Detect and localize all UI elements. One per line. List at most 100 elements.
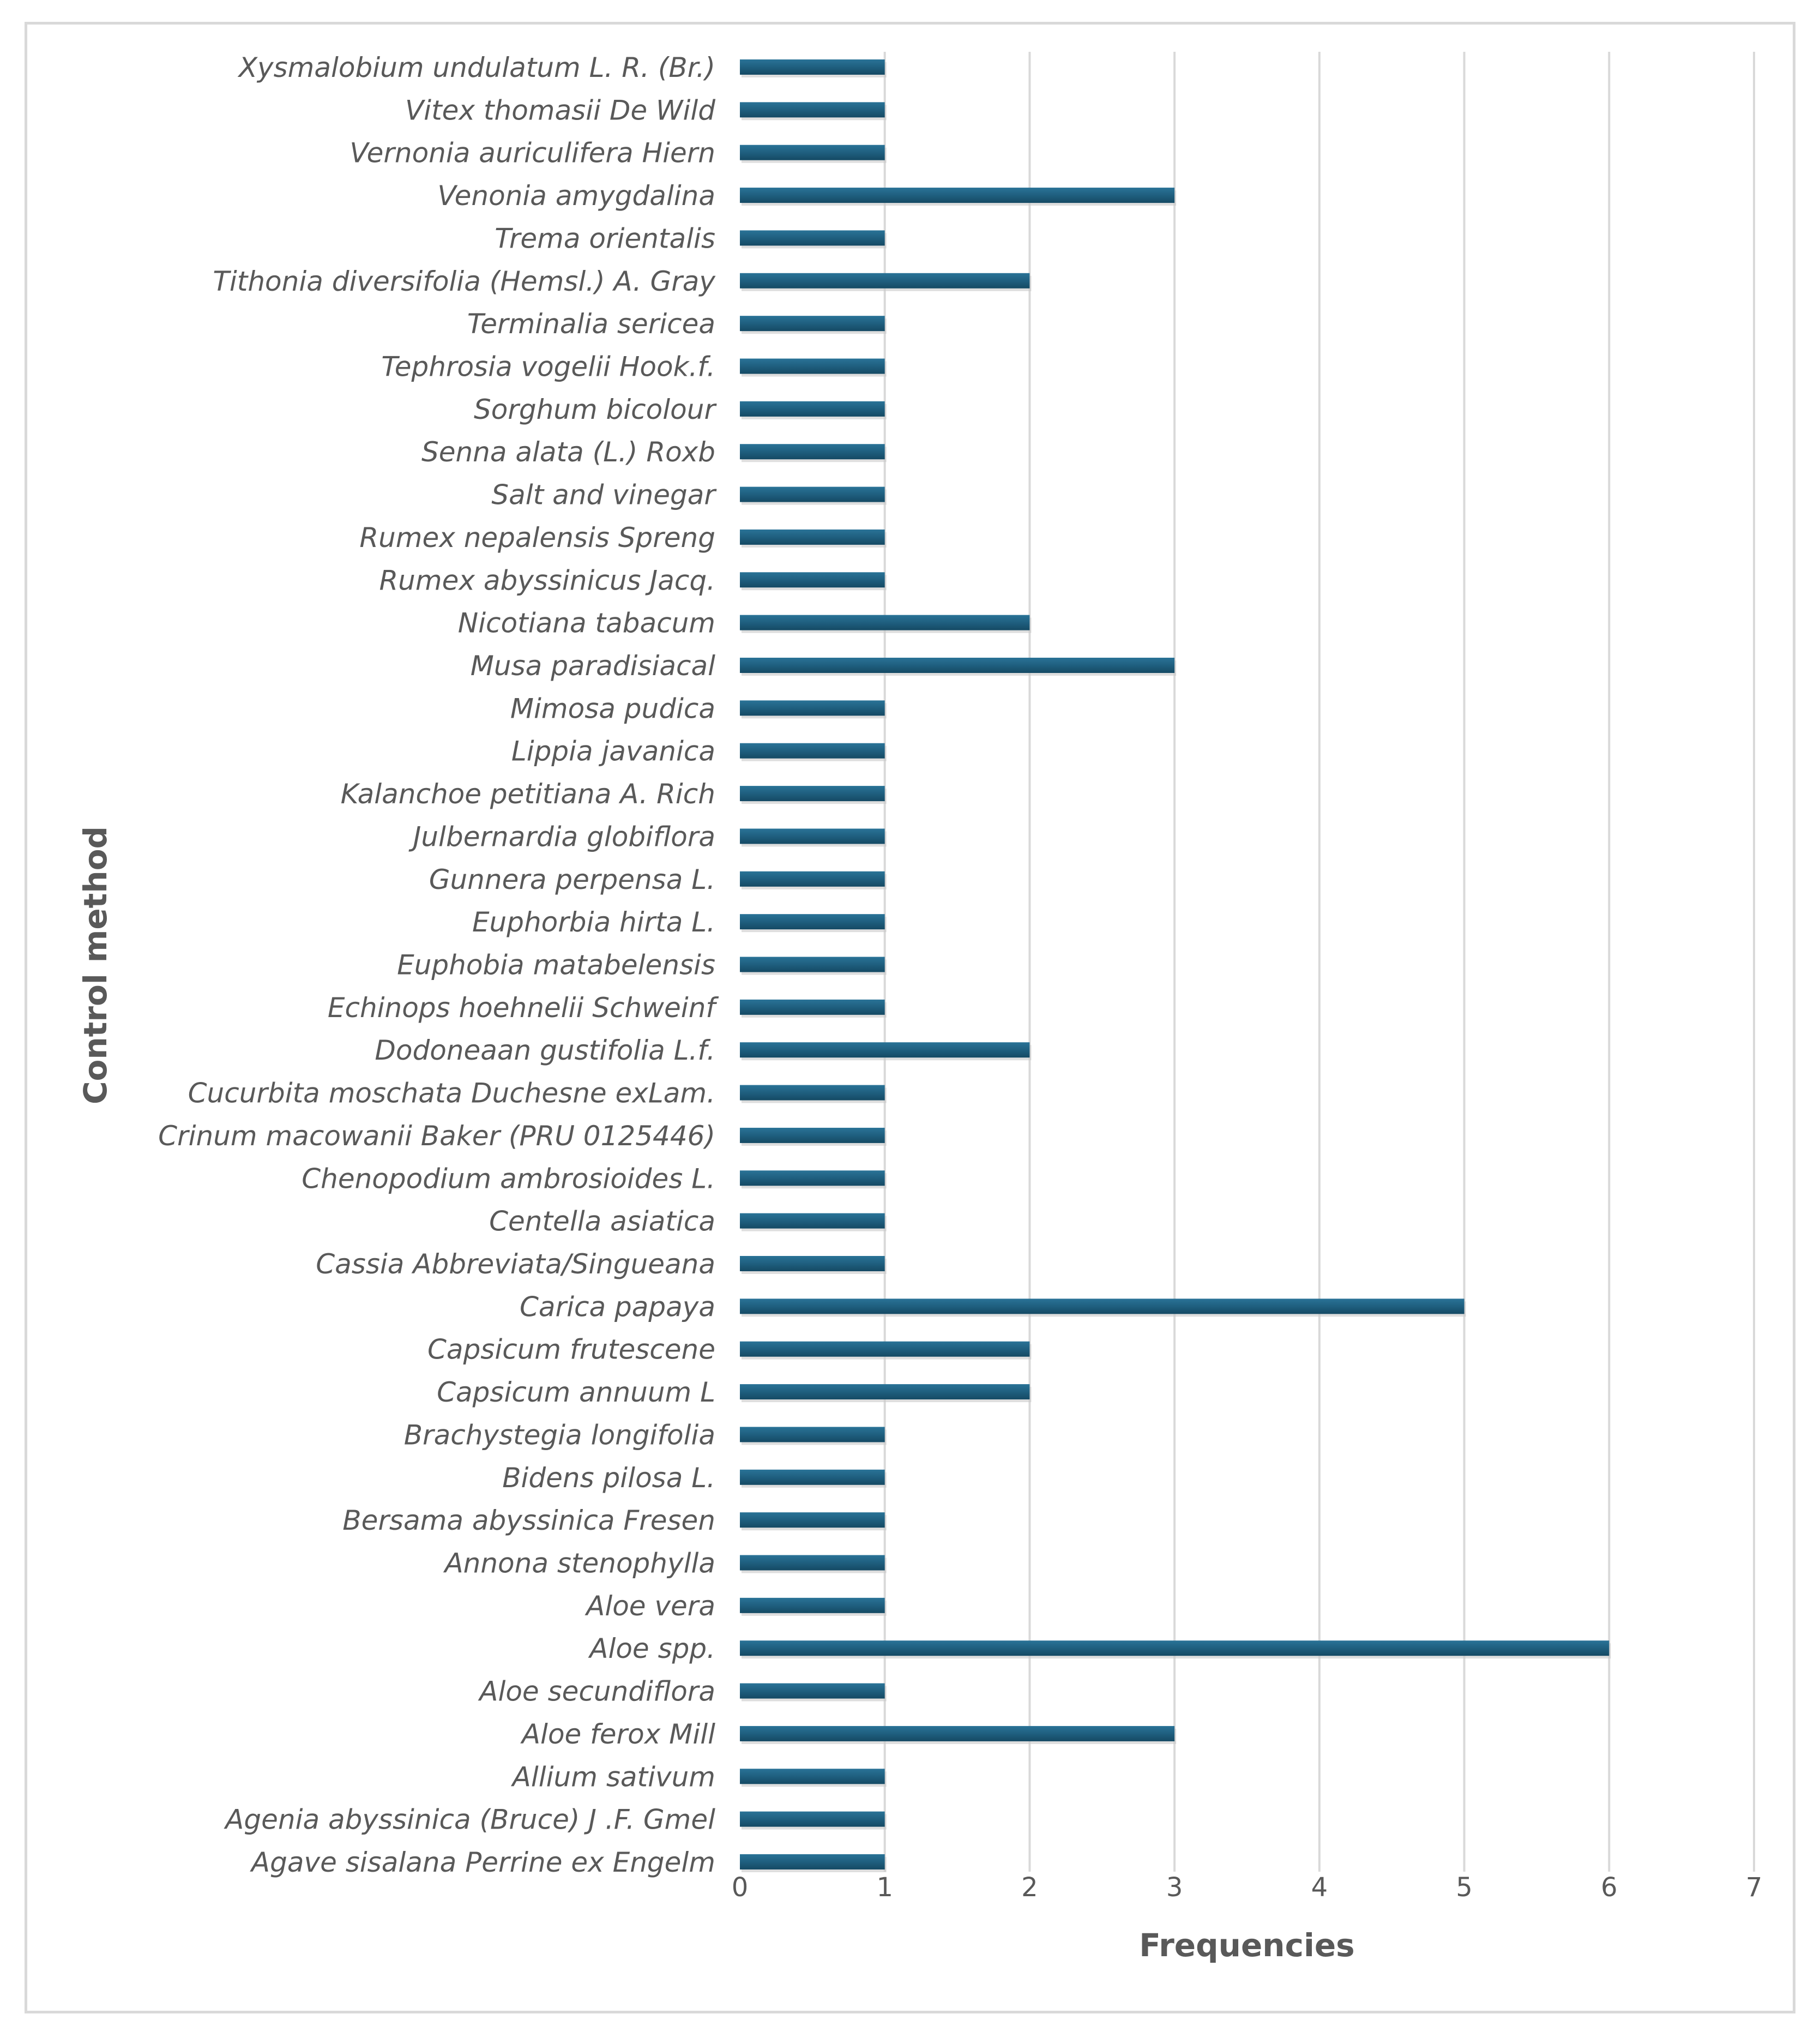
x-tick-label: 7 xyxy=(1746,1872,1763,1903)
x-axis-title: Frequencies xyxy=(1139,1927,1354,1964)
category-label: Tephrosia vogelii Hook.f. xyxy=(381,351,715,383)
bar xyxy=(740,743,885,759)
bar xyxy=(740,871,885,887)
category-label: Capsicum annuum L xyxy=(437,1376,715,1408)
category-label: Nicotiana tabacum xyxy=(458,608,715,639)
x-tick-label: 1 xyxy=(876,1872,893,1903)
bar xyxy=(740,957,885,972)
category-label: Aloe ferox Mill xyxy=(520,1718,715,1750)
category-label: Aloe spp. xyxy=(588,1633,715,1664)
category-label: Aloe secundiflora xyxy=(478,1676,715,1708)
bar xyxy=(740,914,885,930)
bar xyxy=(740,188,1175,203)
y-axis-title: Control method xyxy=(77,826,114,1104)
bar xyxy=(740,529,885,545)
category-label: Dodoneaan gustifolia L.f. xyxy=(375,1035,715,1066)
category-label: Rumex abyssinicus Jacq. xyxy=(379,564,715,596)
category-label: Cucurbita moschata Duchesne exLam. xyxy=(188,1078,715,1109)
category-label: Lippia javanica xyxy=(511,736,715,767)
bar xyxy=(740,1341,1030,1357)
bar xyxy=(740,316,885,332)
category-label: Senna alata (L.) Roxb xyxy=(421,436,715,468)
category-label: Agave sisalana Perrine ex Engelm xyxy=(250,1847,715,1878)
bar xyxy=(740,786,885,802)
bar xyxy=(740,273,1030,288)
category-label: Trema orientalis xyxy=(495,223,715,254)
bar xyxy=(740,444,885,460)
bar xyxy=(740,1555,885,1571)
bar xyxy=(740,230,885,246)
category-label: Centella asiatica xyxy=(489,1206,715,1237)
category-label: Agenia abyssinica (Bruce) J .F. Gmel xyxy=(224,1804,715,1836)
category-label: Tithonia diversifolia (Hemsl.) A. Gray xyxy=(213,266,716,297)
gridlines xyxy=(883,52,1755,1872)
chart-frame: Xysmalobium undulatum L. R. (Br.) Vitex t… xyxy=(25,22,1795,2013)
bar xyxy=(740,1170,885,1186)
category-label: Venonia amygdalina xyxy=(437,180,715,212)
bar xyxy=(740,401,885,417)
bar xyxy=(740,1085,885,1101)
bar xyxy=(740,102,885,118)
bar xyxy=(740,572,885,588)
category-label: Terminalia sericea xyxy=(467,308,715,340)
category-label: Capsicum frutescene xyxy=(427,1334,715,1366)
category-label: Xysmalobium undulatum L. R. (Br.) xyxy=(237,52,715,83)
bar xyxy=(740,700,885,716)
bar-chart: Xysmalobium undulatum L. R. (Br.) Vitex t… xyxy=(77,52,1763,1964)
category-label: Cassia Abbreviata/Singueana xyxy=(316,1248,715,1280)
category-label: Kalanchoe petitiana A. Rich xyxy=(341,778,715,810)
bar xyxy=(740,1213,885,1229)
bar xyxy=(740,658,1175,673)
x-tick-label: 3 xyxy=(1166,1872,1183,1903)
bar xyxy=(740,1811,885,1827)
bar xyxy=(740,1726,1175,1741)
x-tick-label: 4 xyxy=(1311,1872,1328,1903)
category-label: Salt and vinegar xyxy=(491,479,717,511)
category-label: Aloe vera xyxy=(584,1590,715,1622)
bar xyxy=(740,358,885,374)
category-label: Mimosa pudica xyxy=(510,693,715,724)
category-label: Allium sativum xyxy=(511,1761,715,1793)
bar xyxy=(740,486,885,502)
bar xyxy=(740,1769,885,1784)
bar xyxy=(740,828,885,844)
category-label: Echinops hoehnelii Schweinf xyxy=(328,992,719,1024)
category-label: Musa paradisiacal xyxy=(471,650,715,682)
category-label: Sorghum bicolour xyxy=(474,394,717,425)
bar xyxy=(740,145,885,160)
x-tick-label: 2 xyxy=(1021,1872,1038,1903)
bar xyxy=(740,615,1030,630)
bar xyxy=(740,1683,885,1699)
category-label: Crinum macowanii Baker (PRU 0125446) xyxy=(158,1120,715,1152)
category-label: Rumex nepalensis Spreng xyxy=(359,522,715,554)
category-labels: Xysmalobium undulatum L. R. (Br.) Vitex t… xyxy=(158,52,719,1878)
x-tick-label: 0 xyxy=(732,1872,749,1903)
bar xyxy=(740,59,885,75)
bar xyxy=(740,999,885,1015)
x-tick-labels: 0 1 2 3 4 5 6 7 xyxy=(732,1872,1763,1903)
category-label: Vernonia auriculifera Hiern xyxy=(349,137,715,169)
category-label: Euphobia matabelensis xyxy=(397,949,715,981)
category-label: Annona stenophylla xyxy=(443,1548,715,1579)
bar xyxy=(740,1127,885,1143)
bar xyxy=(740,1640,1610,1656)
category-label: Julbernardia globiflora xyxy=(408,821,715,852)
bar xyxy=(740,1256,885,1271)
x-tick-label: 5 xyxy=(1456,1872,1473,1903)
category-label: Gunnera perpensa L. xyxy=(429,864,715,895)
bar xyxy=(740,1854,885,1869)
x-tick-label: 6 xyxy=(1601,1872,1618,1903)
bar xyxy=(740,1427,885,1442)
bar xyxy=(740,1469,885,1485)
category-label: Bidens pilosa L. xyxy=(502,1462,715,1494)
category-label: Vitex thomasii De Wild xyxy=(405,94,715,126)
category-label: Bersama abyssinica Fresen xyxy=(342,1505,715,1536)
category-label: Carica papaya xyxy=(520,1291,715,1322)
category-label: Euphorbia hirta L. xyxy=(472,906,715,938)
category-label: Brachystegia longifolia xyxy=(404,1419,715,1451)
bar xyxy=(740,1384,1030,1400)
category-label: Chenopodium ambrosioides L. xyxy=(302,1163,715,1194)
bars xyxy=(740,59,1611,1872)
bar xyxy=(740,1042,1030,1058)
bar xyxy=(740,1512,885,1528)
